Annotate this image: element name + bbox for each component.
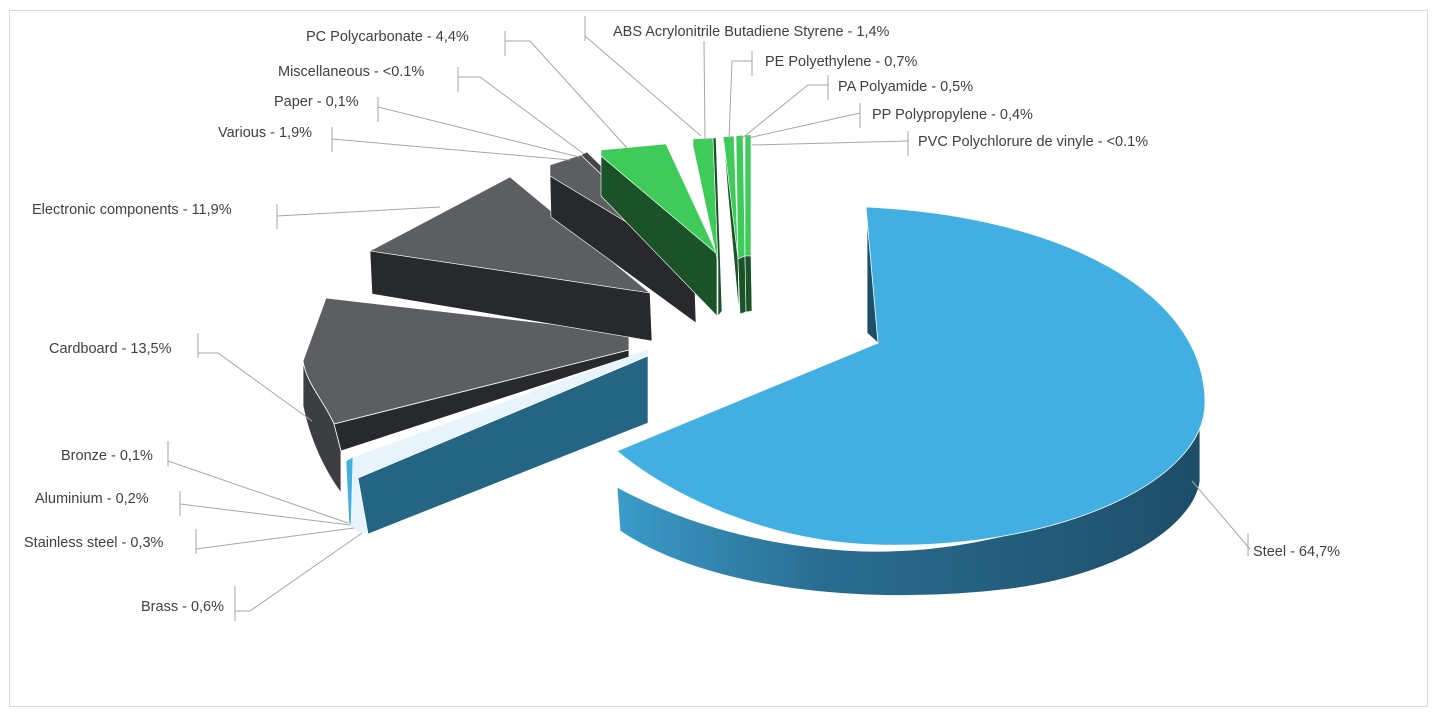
leader-abs-acrylonitrile-butadiene-styrene-extra: [584, 35, 702, 137]
slice-stainless-top: [345, 456, 354, 527]
chart-frame: Steel - 64,7% PVC Polychlorure de vinyle …: [9, 10, 1428, 707]
leader-cardboard: [198, 352, 313, 422]
data-label-pc-polycarbonate: PC Polycarbonate - 4,4%: [306, 29, 469, 45]
slice-steel-top: [616, 206, 1206, 546]
slice-abs-side: [712, 137, 723, 317]
slice-pp-top: [744, 134, 752, 257]
pie-chart: Steel - 64,7% PVC Polychlorure de vinyle …: [24, 16, 1340, 621]
leader-miscellaneous: [458, 76, 585, 155]
leader-bronze: [167, 460, 349, 524]
leader-pa-polyamide: [740, 84, 828, 140]
data-label-pa-polyamide: PA Polyamide - 0,5%: [838, 79, 973, 95]
slice-pp-side: [744, 255, 753, 313]
data-label-pe-polyethylene: PE Polyethylene - 0,7%: [765, 54, 917, 70]
data-label-miscellaneous: Miscellaneous - <0.1%: [278, 64, 424, 80]
slice-cardboard-rim: [302, 360, 342, 494]
leader-various: [331, 138, 571, 161]
slice-brass-top: [350, 348, 649, 535]
data-label-stainless-steel: Stainless steel - 0,3%: [24, 535, 164, 551]
data-label-aluminium: Aluminium - 0,2%: [35, 491, 149, 507]
data-labels: Steel - 64,7% PVC Polychlorure de vinyle …: [24, 24, 1340, 615]
leader-pe-polyethylene: [728, 60, 752, 140]
leader-stainless-steel: [195, 527, 355, 550]
data-label-steel: Steel - 64,7%: [1253, 544, 1340, 560]
slice-electronic-side: [369, 250, 653, 342]
leader-aluminium: [179, 503, 351, 526]
slice-pe-side: [723, 142, 740, 315]
leader-electronic-components: [276, 206, 441, 217]
pie-slices: [302, 134, 1206, 596]
data-label-pp-polypropylene: PP Polypropylene - 0,4%: [872, 107, 1033, 123]
leader-paper: [377, 106, 580, 158]
data-label-cardboard: Cardboard - 13,5%: [49, 341, 172, 357]
leader-pc-polycarbonate: [505, 40, 628, 149]
leader-steel: [1191, 480, 1251, 550]
data-label-various: Various - 1,9%: [218, 125, 312, 141]
slice-pc-side: [600, 155, 718, 317]
leader-pp-polypropylene: [747, 112, 861, 139]
data-label-bronze: Bronze - 0,1%: [61, 448, 153, 464]
slice-steel-side: [616, 394, 1201, 596]
leader-abs-acrylonitrile-butadiene-styrene: [703, 40, 706, 141]
leader-pvc-polychlorure-de-vinyle: [751, 140, 909, 146]
slice-pa-side: [737, 255, 747, 315]
data-label-electronic-components: Electronic components - 11,9%: [32, 202, 232, 218]
data-label-abs-acrylonitrile-butadiene-styrene: ABS Acrylonitrile Butadiene Styrene - 1,…: [613, 24, 890, 40]
leader-brass: [235, 532, 363, 612]
data-label-brass: Brass - 0,6%: [141, 599, 224, 615]
leader-lines: [167, 16, 1251, 621]
data-label-paper: Paper - 0,1%: [274, 94, 359, 110]
data-label-pvc-polychlorure-de-vinyle: PVC Polychlorure de vinyle - <0.1%: [918, 134, 1148, 150]
